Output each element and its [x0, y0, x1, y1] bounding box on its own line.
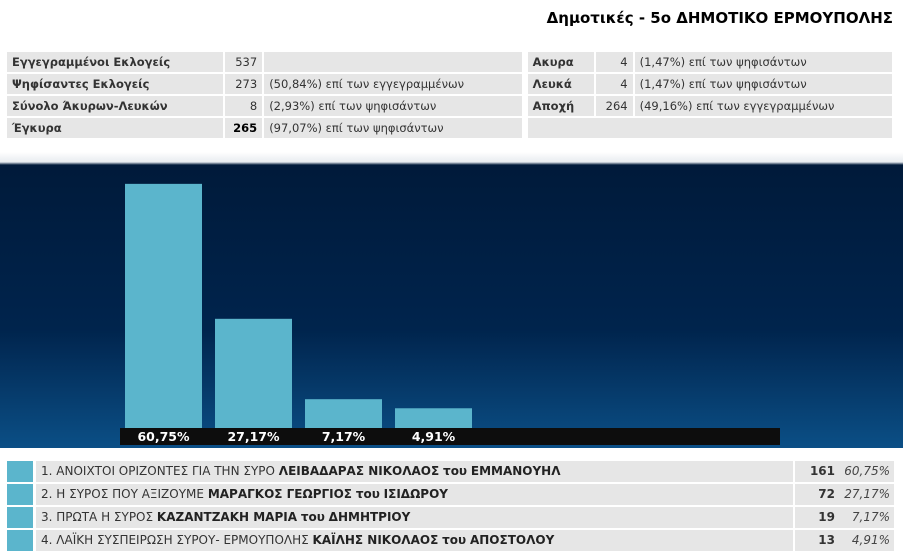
list-item: 4. ΛΑΪΚΗ ΣΥΣΠΕΙΡΩΣΗ ΣΥΡΟΥ- ΕΡΜΟΥΠΟΛΗΣ ΚΑ…	[7, 530, 894, 551]
color-swatch	[7, 507, 33, 528]
stat-value: 265	[223, 118, 263, 138]
vote-percent: 60,75%	[838, 461, 894, 482]
vote-percent: 4,91%	[838, 530, 894, 551]
bar-3	[305, 399, 382, 428]
stat-value: 264	[593, 96, 633, 116]
stat-value: 4	[593, 74, 633, 94]
bar-label-4: 4,91%	[412, 429, 456, 444]
stats-row: Εγγεγραμμένοι Εκλογείς 537 Ακυρα 4 (1,47…	[7, 52, 892, 72]
bar-label-2: 27,17%	[227, 429, 280, 444]
stat-note: (50,84%) επί των εγγεγραμμένων	[262, 74, 522, 94]
stats-row: Σύνολο Άκυρων-Λευκών 8 (2,93%) επί των ψ…	[7, 96, 892, 116]
page-title: Δημοτικές - 5ο ΔΗΜΟΤΙΚΟ ΕΡΜΟΥΠΟΛΗΣ	[546, 9, 893, 27]
bar-chart-svg: 60,75% 27,17% 7,17% 4,91%	[120, 183, 780, 445]
list-item: 2. Η ΣΥΡΟΣ ΠΟΥ ΑΞΙΖΟΥΜΕ ΜΑΡΑΓΚΟΣ ΓΕΩΡΓΙΟ…	[7, 484, 894, 505]
bar-4	[395, 408, 472, 428]
bar-label-3: 7,17%	[322, 429, 366, 444]
bar-label-1: 60,75%	[137, 429, 190, 444]
stat-label: Σύνολο Άκυρων-Λευκών	[7, 96, 224, 116]
stat-note: (2,93%) επί των ψηφισάντων	[262, 96, 522, 116]
stat-note: (1,47%) επί των ψηφισάντων	[632, 74, 892, 94]
stat-empty-cell	[527, 118, 892, 138]
stat-label: Εγγεγραμμένοι Εκλογείς	[7, 52, 224, 72]
stat-note: (97,07%) επί των ψηφισάντων	[262, 118, 522, 138]
stat-value: 273	[223, 74, 263, 94]
stats-row: Έγκυρα 265 (97,07%) επί των ψηφισάντων	[7, 118, 892, 138]
stats-row: Ψηφίσαντες Εκλογείς 273 (50,84%) επί των…	[7, 74, 892, 94]
candidate-name: 2. Η ΣΥΡΟΣ ΠΟΥ ΑΞΙΖΟΥΜΕ ΜΑΡΑΓΚΟΣ ΓΕΩΡΓΙΟ…	[36, 484, 793, 505]
vote-count: 13	[793, 530, 838, 551]
candidate-name: 4. ΛΑΪΚΗ ΣΥΣΠΕΙΡΩΣΗ ΣΥΡΟΥ- ΕΡΜΟΥΠΟΛΗΣ ΚΑ…	[36, 530, 793, 551]
vote-percent: 7,17%	[838, 507, 894, 528]
stat-label: Λευκά	[527, 74, 594, 94]
stat-label: Αποχή	[527, 96, 594, 116]
bar-1	[125, 183, 202, 428]
list-item: 3. ΠΡΩΤΑ Η ΣΥΡΟΣ ΚΑΖΑΝΤΖΑΚΗ ΜΑΡΙΑ του ΔΗ…	[7, 507, 894, 528]
color-swatch	[7, 484, 33, 505]
color-swatch	[7, 461, 33, 482]
stats-table: Εγγεγραμμένοι Εκλογείς 537 Ακυρα 4 (1,47…	[7, 50, 892, 140]
stat-value: 4	[593, 52, 633, 72]
stat-note	[262, 52, 522, 72]
results-chart: 60,75% 27,17% 7,17% 4,91%	[0, 152, 903, 448]
vote-count: 161	[793, 461, 838, 482]
vote-percent: 27,17%	[838, 484, 894, 505]
vote-count: 19	[793, 507, 838, 528]
results-list: 1. ΑΝΟΙΧΤΟΙ ΟΡΙΖΟΝΤΕΣ ΓΙΑ ΤΗΝ ΣΥΡΟ ΛΕΙΒΑ…	[7, 461, 894, 553]
list-item: 1. ΑΝΟΙΧΤΟΙ ΟΡΙΖΟΝΤΕΣ ΓΙΑ ΤΗΝ ΣΥΡΟ ΛΕΙΒΑ…	[7, 461, 894, 482]
color-swatch	[7, 530, 33, 551]
stat-note: (49,16%) επί των εγγεγραμμένων	[632, 96, 892, 116]
vote-count: 72	[793, 484, 838, 505]
stat-label: Έγκυρα	[7, 118, 224, 138]
stat-label: Ακυρα	[527, 52, 594, 72]
stat-label: Ψηφίσαντες Εκλογείς	[7, 74, 224, 94]
stat-note: (1,47%) επί των ψηφισάντων	[632, 52, 892, 72]
stat-value: 537	[223, 52, 263, 72]
candidate-name: 1. ΑΝΟΙΧΤΟΙ ΟΡΙΖΟΝΤΕΣ ΓΙΑ ΤΗΝ ΣΥΡΟ ΛΕΙΒΑ…	[36, 461, 793, 482]
candidate-name: 3. ΠΡΩΤΑ Η ΣΥΡΟΣ ΚΑΖΑΝΤΖΑΚΗ ΜΑΡΙΑ του ΔΗ…	[36, 507, 793, 528]
stat-value: 8	[223, 96, 263, 116]
label-strip	[120, 428, 780, 445]
bar-2	[215, 318, 292, 428]
